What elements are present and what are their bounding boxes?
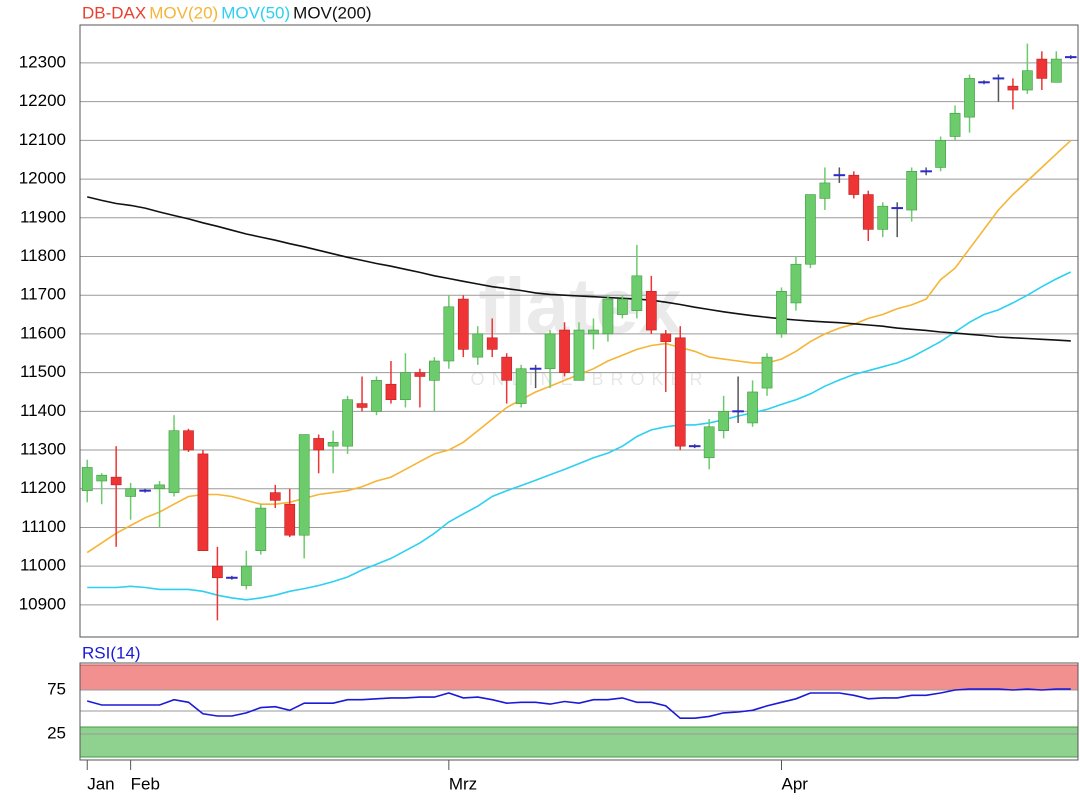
candle-body: [761, 356, 773, 389]
y-tick-label: 11200: [20, 478, 66, 497]
candle-body: [414, 372, 426, 377]
legend-label: DB-DAX: [82, 3, 146, 22]
candle-body: [385, 383, 397, 401]
candle-body: [1007, 85, 1019, 91]
x-tick-label: Feb: [131, 774, 160, 793]
candle-body: [255, 507, 267, 551]
y-tick-label: 11800: [20, 246, 66, 265]
candle-body: [443, 306, 455, 362]
overbought-band: [79, 664, 1079, 691]
y-tick-label: 11500: [20, 362, 66, 381]
candle-body: [805, 194, 816, 265]
candle-body: [486, 337, 498, 350]
rsi-legend: RSI(14): [82, 643, 141, 662]
plot-frame: [79, 24, 1079, 638]
candle-body: [1050, 58, 1062, 83]
legend-label: MOV(200): [293, 3, 371, 22]
candle-body: [877, 205, 889, 230]
series-line: [86, 688, 1071, 719]
y-tick-label: 75: [47, 680, 66, 699]
series-line: [87, 271, 1072, 601]
candle-body: [848, 174, 860, 195]
candle-body: [284, 503, 296, 536]
candle-body: [183, 430, 194, 451]
legend-label: MOV(50): [221, 3, 290, 22]
candle-body: [356, 403, 368, 408]
candle-body: [1036, 58, 1048, 79]
candle-body: [617, 298, 628, 315]
y-tick-label: 25: [47, 724, 66, 743]
candle-body: [935, 140, 946, 168]
candle-body: [718, 411, 730, 431]
y-tick-label: 11300: [20, 440, 66, 459]
y-tick-label: 11000: [20, 556, 66, 575]
candle-body: [400, 372, 411, 401]
legend-label: MOV(20): [149, 3, 218, 22]
watermark-tagline: ONLINE BROKER: [470, 369, 709, 389]
candle-body: [631, 275, 643, 311]
candle-body: [660, 333, 672, 342]
candle-body: [197, 453, 209, 551]
candle-body: [168, 430, 180, 493]
candle-body: [906, 171, 918, 211]
candle-body: [747, 391, 758, 424]
y-tick-label: 12100: [19, 130, 66, 149]
y-tick-label: 11100: [21, 517, 66, 536]
candle-body: [125, 488, 136, 497]
candle-body: [862, 194, 874, 230]
candle-body: [342, 399, 353, 447]
candle-body: [1022, 70, 1033, 91]
candle-body: [298, 434, 310, 536]
x-tick-label: Jan: [87, 774, 114, 793]
candle-body: [240, 565, 252, 586]
candle-body: [790, 263, 802, 304]
candle-body: [110, 476, 122, 486]
candle-body: [573, 329, 585, 381]
candle-body: [515, 368, 527, 404]
candle-body: [472, 333, 484, 358]
x-tick-label: Mrz: [449, 774, 477, 793]
candle-body: [602, 298, 614, 335]
x-tick-label: Apr: [781, 774, 808, 793]
candle-body: [703, 426, 715, 459]
candle-body: [81, 467, 93, 491]
candle-body: [96, 474, 108, 482]
y-tick-label: 11900: [20, 207, 66, 226]
candle-body: [212, 565, 223, 579]
candle-body: [559, 329, 570, 373]
y-tick-label: 12300: [19, 52, 66, 71]
candle-body: [819, 182, 831, 199]
candle-body: [428, 360, 440, 381]
candle-body: [371, 380, 382, 412]
candle-body: [154, 484, 165, 490]
candle-body: [501, 356, 513, 381]
oversold-band: [79, 726, 1079, 758]
candle-body: [949, 112, 961, 137]
candle-body: [544, 333, 556, 370]
y-tick-label: 12000: [19, 169, 66, 188]
candle-body: [964, 78, 975, 118]
candle-body: [645, 291, 657, 331]
candle-body: [588, 329, 599, 335]
series-line: [87, 196, 1071, 342]
rsi-frame: [79, 662, 1079, 761]
candle-body: [776, 291, 787, 335]
candle-body: [313, 438, 325, 451]
y-tick-label: 11600: [20, 323, 66, 342]
candle-body: [457, 298, 469, 350]
candle-body: [269, 492, 281, 501]
candles: [81, 43, 1077, 621]
y-tick-label: 11400: [20, 401, 66, 420]
y-tick-label: 11700: [20, 285, 66, 304]
y-tick-label: 12200: [19, 91, 66, 110]
candle-body: [327, 441, 339, 447]
y-tick-label: 10900: [19, 594, 66, 613]
candle-body: [674, 337, 686, 447]
